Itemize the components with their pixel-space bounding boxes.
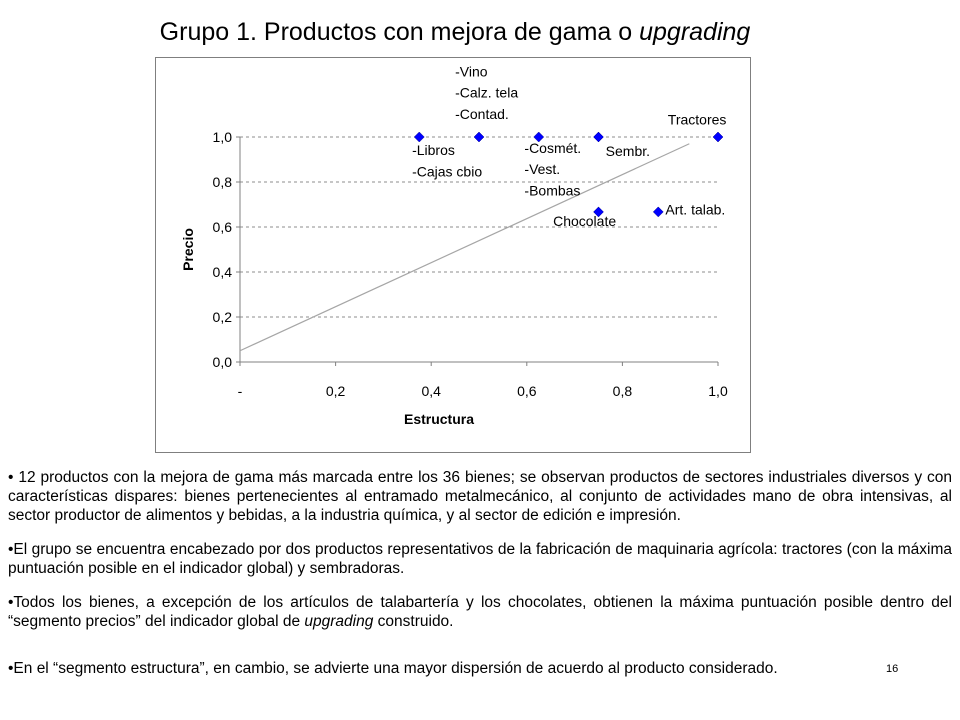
x-tick-label-1: 0,2 bbox=[326, 383, 346, 399]
bullet-3-emphasis: upgrading bbox=[304, 613, 374, 630]
bullet-3-text: •Todos los bienes, a excepción de los ar… bbox=[8, 594, 952, 630]
x-tick-label-5: 1,0 bbox=[708, 383, 728, 399]
x-tick-label-2: 0,4 bbox=[421, 383, 441, 399]
page-title-main: Grupo 1. Productos con mejora de gama o bbox=[159, 18, 640, 46]
annotation-6: -Vest. bbox=[524, 161, 560, 177]
annotation-1: -Calz. tela bbox=[455, 85, 518, 101]
y-tick-label-4: 0,8 bbox=[213, 174, 233, 190]
bullet-1: • 12 productos con la mejora de gama más… bbox=[8, 469, 952, 524]
y-tick-label-0: 0,0 bbox=[213, 354, 233, 370]
bullet-list: • 12 productos con la mejora de gama más… bbox=[8, 468, 952, 693]
bullet-4: •En el “segmento estructura”, en cambio,… bbox=[8, 660, 778, 677]
bullet-3-tail: construido. bbox=[373, 613, 454, 630]
scatter-chart: 0,0 0,2 0,4 0,6 0,8 1,0 - 0,2 0,4 0,6 0,8 1,0 Estruc… bbox=[180, 63, 728, 427]
bullet-2: •El grupo se encuentra encabezado por do… bbox=[8, 541, 952, 577]
y-tick-label-1: 0,2 bbox=[213, 309, 233, 325]
data-point-1 bbox=[473, 131, 485, 143]
annotation-7: -Bombas bbox=[524, 183, 580, 199]
data-point-6 bbox=[652, 206, 664, 218]
chart-frame: 0,0 0,2 0,4 0,6 0,8 1,0 - 0,2 0,4 0,6 0,8 1,0 Estruc… bbox=[155, 57, 751, 453]
annotation-9: Tractores bbox=[668, 112, 727, 128]
x-tick-label-4: 0,8 bbox=[613, 383, 633, 399]
annotation-5: -Cosmét. bbox=[524, 140, 581, 156]
annotation-2: -Contad. bbox=[455, 106, 509, 122]
annotation-4: -Cajas cbio bbox=[412, 163, 482, 179]
y-tick-label-2: 0,4 bbox=[213, 264, 233, 280]
y-tick-label-5: 1,0 bbox=[213, 129, 233, 145]
y-tick-label-3: 0,6 bbox=[213, 219, 233, 235]
annotation-10: Chocolate bbox=[553, 213, 616, 229]
bullet-3: •Todos los bienes, a excepción de los ar… bbox=[8, 593, 952, 631]
page-title-emphasis: upgrading bbox=[639, 18, 751, 46]
x-tick-label-3: 0,6 bbox=[517, 383, 537, 399]
page-title: Grupo 1. Productos con mejora de gama o … bbox=[0, 18, 910, 47]
data-point-5 bbox=[593, 206, 604, 218]
x-axis-title: Estructura bbox=[404, 411, 474, 427]
data-point-4 bbox=[712, 131, 724, 143]
annotation-0: -Vino bbox=[455, 63, 488, 79]
page-number: 16 bbox=[886, 663, 899, 675]
data-point-2 bbox=[533, 131, 545, 143]
y-axis-title: Precio bbox=[180, 228, 196, 271]
trend-line bbox=[239, 143, 690, 352]
annotation-11: Art. talab. bbox=[665, 202, 725, 218]
data-point-0 bbox=[413, 131, 425, 143]
annotation-8: Sembr. bbox=[606, 143, 650, 159]
annotation-3: -Libros bbox=[412, 142, 455, 158]
x-tick-label-0: - bbox=[238, 383, 243, 399]
data-point-3 bbox=[593, 131, 604, 143]
